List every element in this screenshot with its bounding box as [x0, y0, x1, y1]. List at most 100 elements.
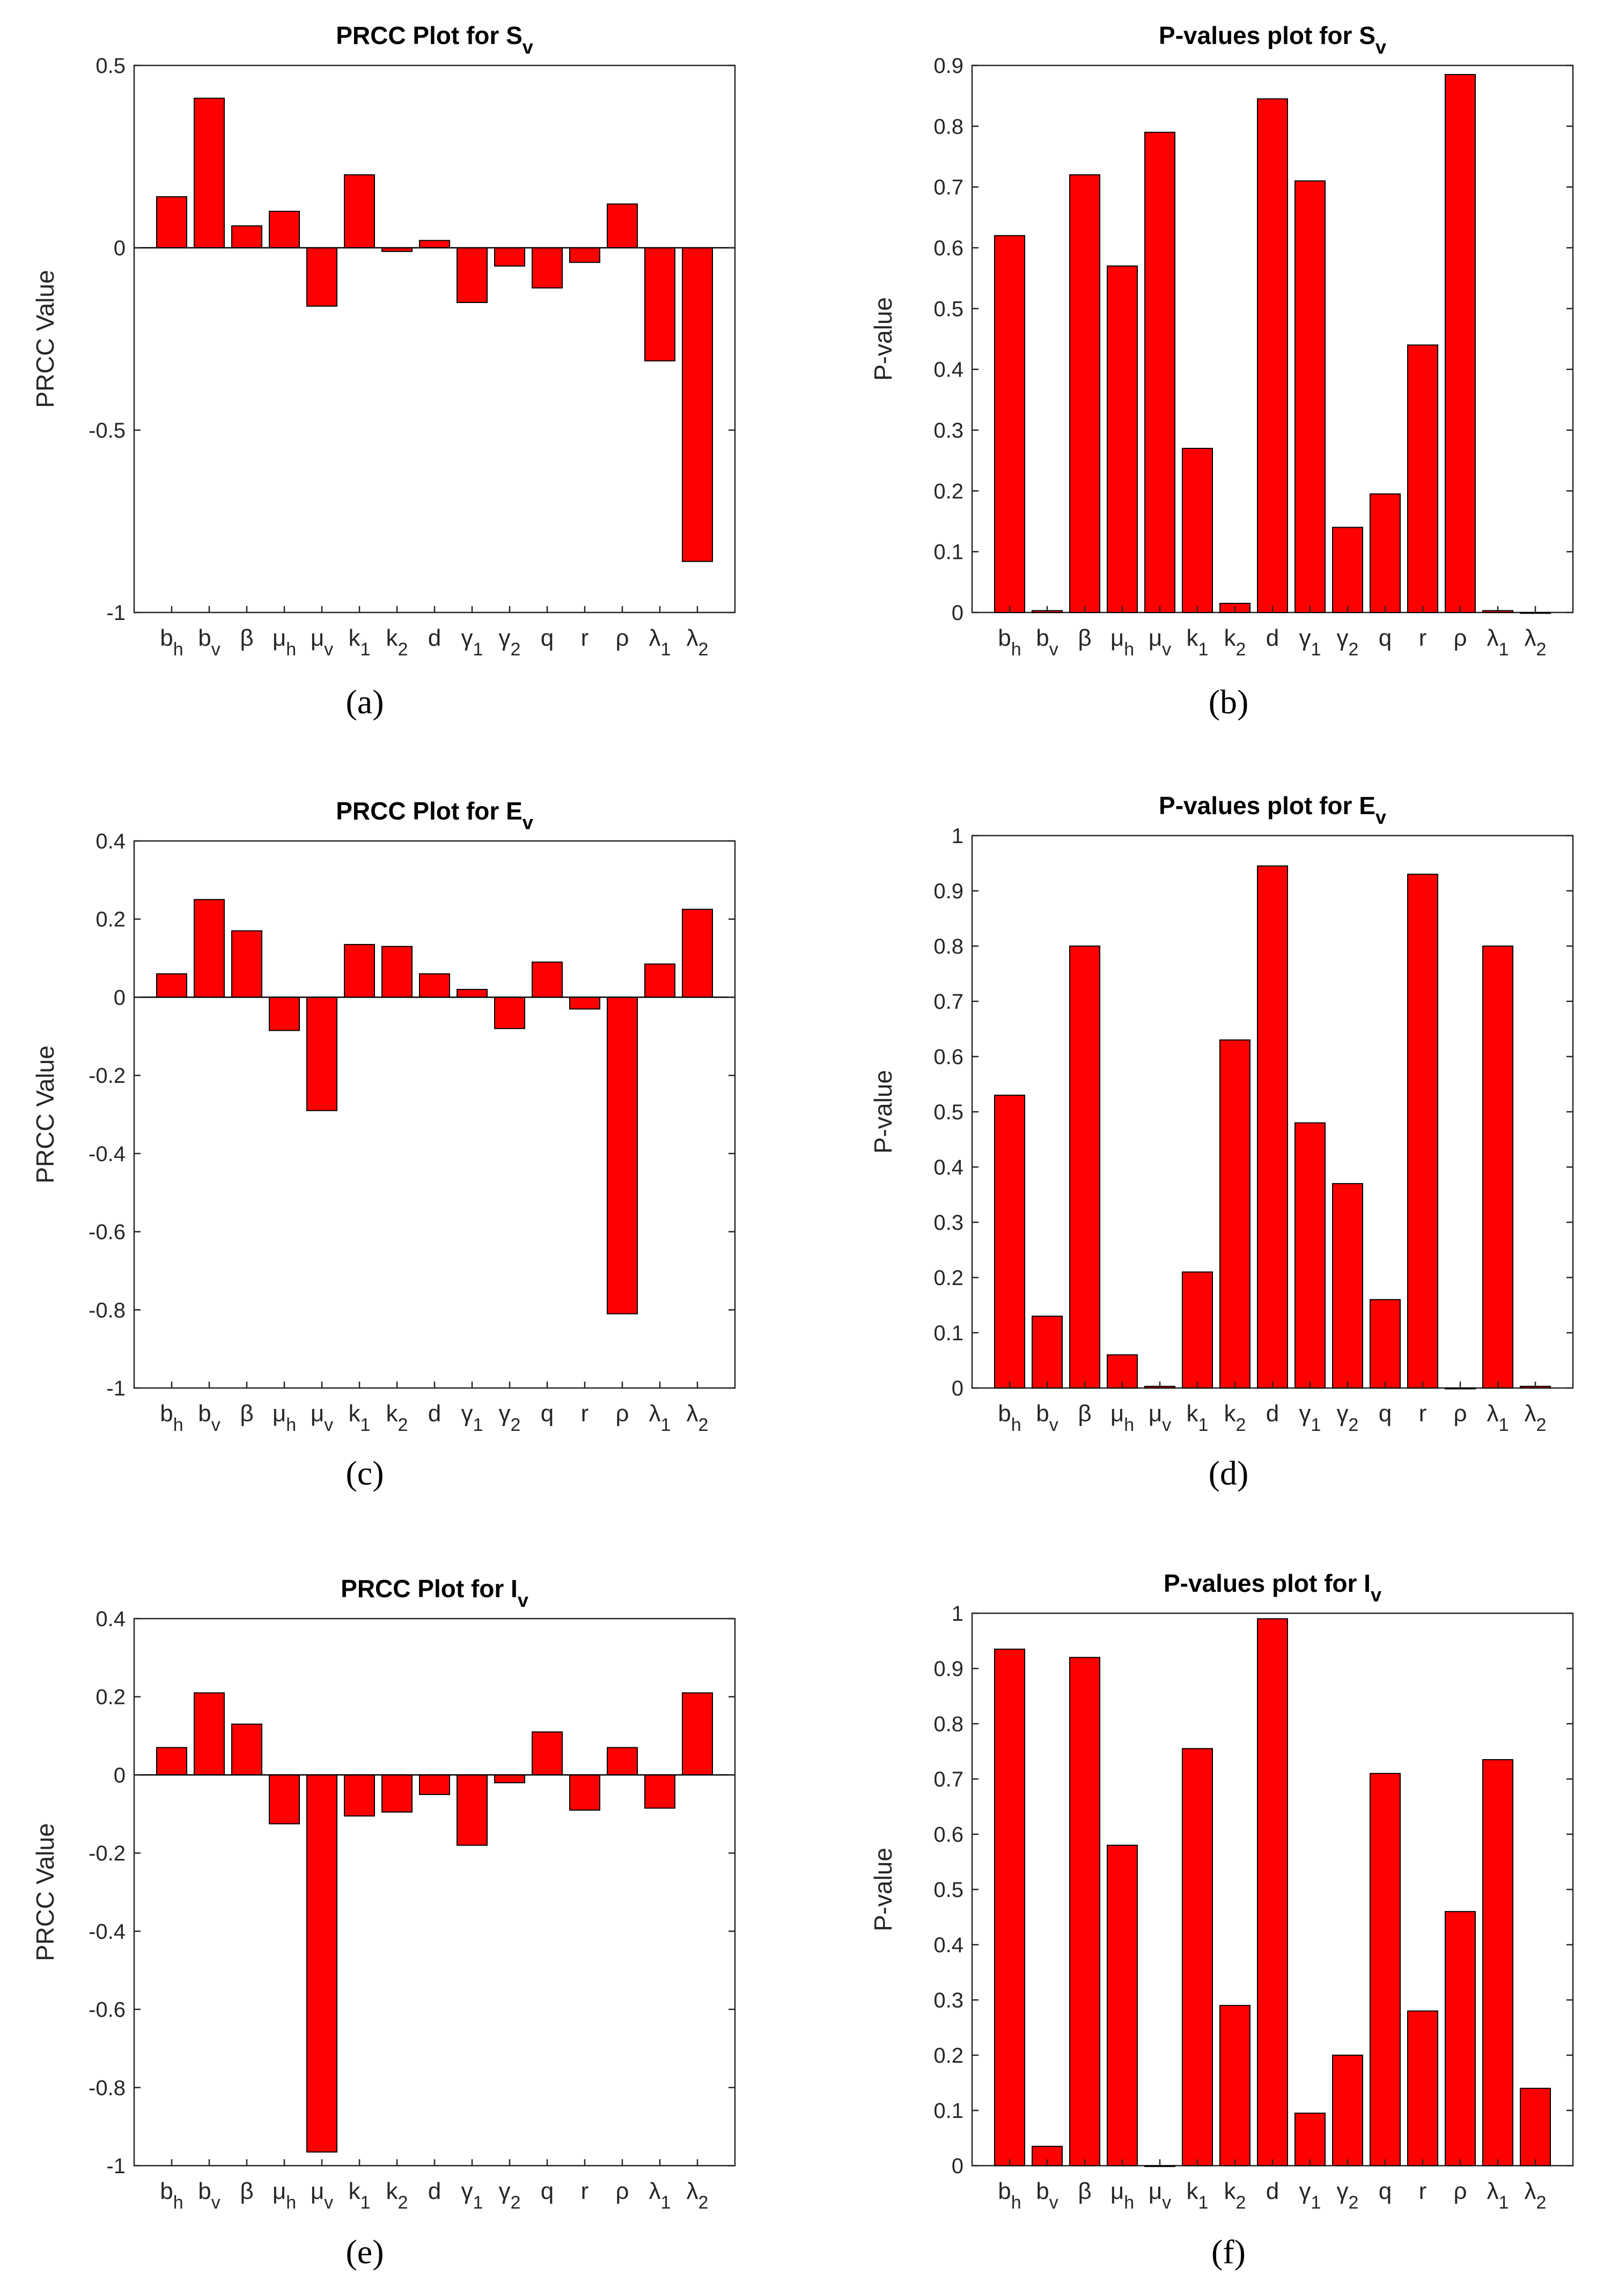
x-tick-label-sub: v: [324, 2192, 333, 2213]
x-tick-label-base: b: [1036, 1400, 1049, 1427]
bar: [682, 1692, 713, 1776]
bar: [1144, 131, 1175, 613]
x-tick-label-base: γ: [1299, 1400, 1311, 1427]
x-tick-label: bh: [998, 1400, 1021, 1435]
x-tick-label: γ1: [461, 1400, 483, 1435]
x-tick-label-base: γ: [499, 2178, 511, 2204]
x-tick-label-sub: 1: [1499, 639, 1509, 660]
x-tick-label-sub: h: [173, 639, 183, 660]
y-tick-label: -1: [106, 1377, 126, 1400]
x-tick-label: bh: [160, 625, 183, 660]
bar: [269, 1774, 300, 1825]
x-tick-label-sub: 2: [1236, 2192, 1246, 2213]
x-tick-label-base: γ: [461, 2178, 473, 2204]
bar: [156, 1747, 187, 1776]
bar: [344, 944, 375, 998]
x-tick-label: λ2: [1525, 625, 1547, 660]
y-tick-label: -0.6: [89, 1221, 126, 1244]
bar: [1332, 1183, 1363, 1389]
x-tick-label: λ2: [687, 2178, 709, 2213]
x-tick-label-base: q: [1379, 625, 1392, 651]
y-tick-label: 0.4: [95, 830, 126, 853]
x-tick-label-sub: h: [1124, 639, 1134, 660]
x-tick-label-sub: v: [324, 639, 333, 660]
x-tick-label: k2: [1224, 625, 1246, 660]
x-tick-label-base: γ: [1299, 625, 1311, 651]
bar: [457, 247, 488, 303]
bar: [1370, 493, 1401, 613]
x-tick-label-base: k: [1224, 2178, 1237, 2204]
x-tick-label-base: λ: [1487, 2178, 1499, 2204]
x-tick-label-sub: 1: [473, 2192, 483, 2213]
x-tick-label-sub: 1: [473, 639, 483, 660]
x-tick-label-base: d: [1266, 1400, 1279, 1427]
y-tick-label: 0.7: [933, 990, 963, 1014]
bar: [1370, 1773, 1401, 2166]
bar: [532, 1731, 563, 1776]
y-tick-label: 0.2: [933, 479, 963, 503]
x-tick-label: γ1: [1299, 625, 1321, 660]
x-tick-label-base: λ: [649, 1400, 661, 1427]
x-tick-label-sub: 2: [1536, 639, 1547, 660]
x-tick-label: bv: [198, 2178, 220, 2213]
chart-title: PRCC Plot for Sv: [336, 21, 533, 58]
x-tick-label-base: β: [240, 625, 253, 651]
x-tick-label: bv: [198, 1400, 220, 1435]
chart-title-main: P-values plot for I: [1164, 1569, 1371, 1597]
bar: [419, 1774, 450, 1795]
bar: [644, 963, 675, 998]
x-tick-label: r: [1419, 2178, 1427, 2204]
bar: [457, 1774, 488, 1846]
bar: [569, 996, 600, 1010]
bar: [1407, 874, 1438, 1389]
y-tick-label: 0.9: [933, 1657, 963, 1681]
x-tick-label: μv: [311, 1400, 333, 1435]
plot-area: [133, 64, 736, 614]
x-tick-label-base: ρ: [1453, 625, 1467, 651]
bar: [344, 174, 375, 248]
chart-title-main: PRCC Plot for S: [336, 21, 523, 49]
y-tick-label: 0.4: [933, 358, 963, 382]
x-tick-label-base: q: [541, 1400, 554, 1427]
x-tick-label-base: k: [1224, 625, 1237, 651]
x-tick-label-base: γ: [1337, 2178, 1349, 2204]
x-tick-label: μh: [1110, 625, 1134, 660]
chart-title-main: P-values plot for E: [1159, 792, 1375, 820]
x-tick-label: γ2: [1337, 1400, 1359, 1435]
x-tick-label-base: β: [240, 1400, 253, 1427]
chart-title-sub: v: [523, 811, 533, 833]
chart-title: P-values plot for Ev: [1159, 792, 1386, 828]
x-tick-label-base: λ: [687, 2178, 698, 2204]
x-tick-label-base: k: [1224, 1400, 1237, 1427]
x-tick-label: μv: [1149, 625, 1171, 660]
x-tick-label: d: [1266, 625, 1279, 651]
x-tick-label: r: [581, 2178, 589, 2204]
x-tick-label-sub: 1: [361, 2192, 371, 2213]
y-axis-label: P-value: [869, 1070, 897, 1154]
x-tick-label-base: k: [1187, 625, 1199, 651]
x-tick-label: bh: [998, 2178, 1021, 2213]
x-tick-label: ρ: [1453, 1400, 1467, 1427]
chart-title-sub: v: [1371, 1584, 1381, 1606]
x-tick-label-base: γ: [1299, 2178, 1311, 2204]
x-tick-label-base: q: [541, 625, 554, 651]
x-tick-label: γ2: [1337, 625, 1359, 660]
x-tick-label-sub: 1: [661, 2192, 671, 2213]
y-axis-label: PRCC Value: [31, 1045, 59, 1183]
x-tick-label: μv: [311, 2178, 333, 2213]
x-tick-label: μh: [273, 625, 296, 660]
chart-panel-5: -1-0.8-0.6-0.4-0.200.20.4bh bv β μh μv k1 k2 d γ…: [31, 1575, 736, 2271]
x-tick-label-sub: h: [1124, 1415, 1134, 1435]
x-tick-label: γ1: [1299, 1400, 1321, 1435]
bar: [1332, 527, 1363, 613]
x-tick-label-sub: 1: [361, 1415, 371, 1435]
x-tick-label: k2: [1224, 2178, 1246, 2213]
bar: [231, 225, 262, 249]
x-tick-label-base: d: [1266, 2178, 1279, 2204]
bar: [194, 1692, 225, 1776]
bar: [1219, 2005, 1250, 2167]
x-tick-label: q: [541, 2178, 554, 2204]
bar: [494, 1774, 525, 1783]
y-tick-label: -0.8: [89, 1298, 126, 1322]
